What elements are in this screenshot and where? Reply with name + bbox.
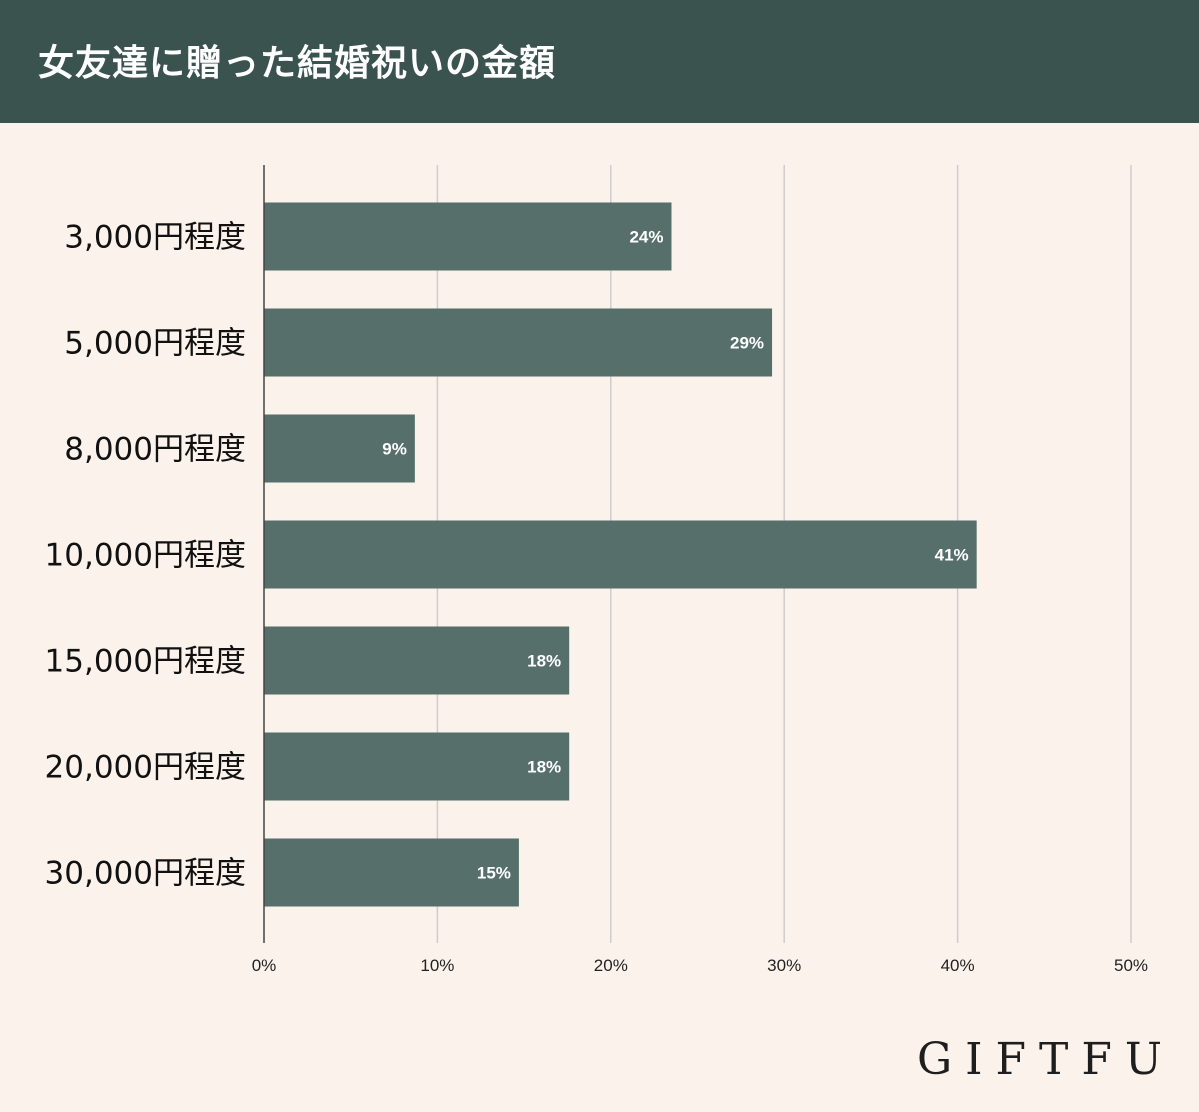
data-label: 24% xyxy=(629,228,663,247)
x-tick-label: 30% xyxy=(767,956,801,975)
category-label: 3,000円程度 xyxy=(64,220,246,256)
x-tick-label: 40% xyxy=(941,956,975,975)
bar-chart: 0% 10% 20% 30% 40% 50% 24% 3,000円程度 29% 5,000円程度 9… xyxy=(45,165,1148,975)
bar-1 xyxy=(264,308,773,377)
labels: 0% 10% 20% 30% 40% 50% 24% 3,000円程度 29% 5,000円程度 9… xyxy=(45,165,1148,975)
data-label: 18% xyxy=(527,758,561,777)
bar-4 xyxy=(264,626,570,695)
bar-5 xyxy=(264,732,570,801)
chart-title: 女友達に贈った結婚祝いの金額 xyxy=(38,43,557,84)
bar-3 xyxy=(264,520,977,589)
chart-header: 女友達に贈った結婚祝いの金額 xyxy=(0,0,1199,123)
category-label: 10,000円程度 xyxy=(45,538,246,574)
category-label: 15,000円程度 xyxy=(45,644,246,680)
bar-6 xyxy=(264,838,519,907)
data-label: 41% xyxy=(935,546,969,565)
x-tick-label: 50% xyxy=(1114,956,1148,975)
category-label: 5,000円程度 xyxy=(64,326,246,362)
bars xyxy=(264,202,977,907)
category-label: 20,000円程度 xyxy=(45,750,246,786)
logo-text: GIFTFUL xyxy=(917,1034,1167,1082)
bar-0 xyxy=(264,202,672,271)
data-label: 9% xyxy=(382,440,407,459)
category-label: 8,000円程度 xyxy=(64,432,246,468)
x-tick-label: 0% xyxy=(252,956,277,975)
data-label: 18% xyxy=(527,652,561,671)
giftful-logo: GIFTFUL xyxy=(917,1034,1167,1082)
data-label: 15% xyxy=(477,864,511,883)
x-tick-label: 10% xyxy=(420,956,454,975)
x-tick-label: 20% xyxy=(594,956,628,975)
data-label: 29% xyxy=(730,334,764,353)
category-label: 30,000円程度 xyxy=(45,856,246,892)
bar-2 xyxy=(264,414,415,483)
